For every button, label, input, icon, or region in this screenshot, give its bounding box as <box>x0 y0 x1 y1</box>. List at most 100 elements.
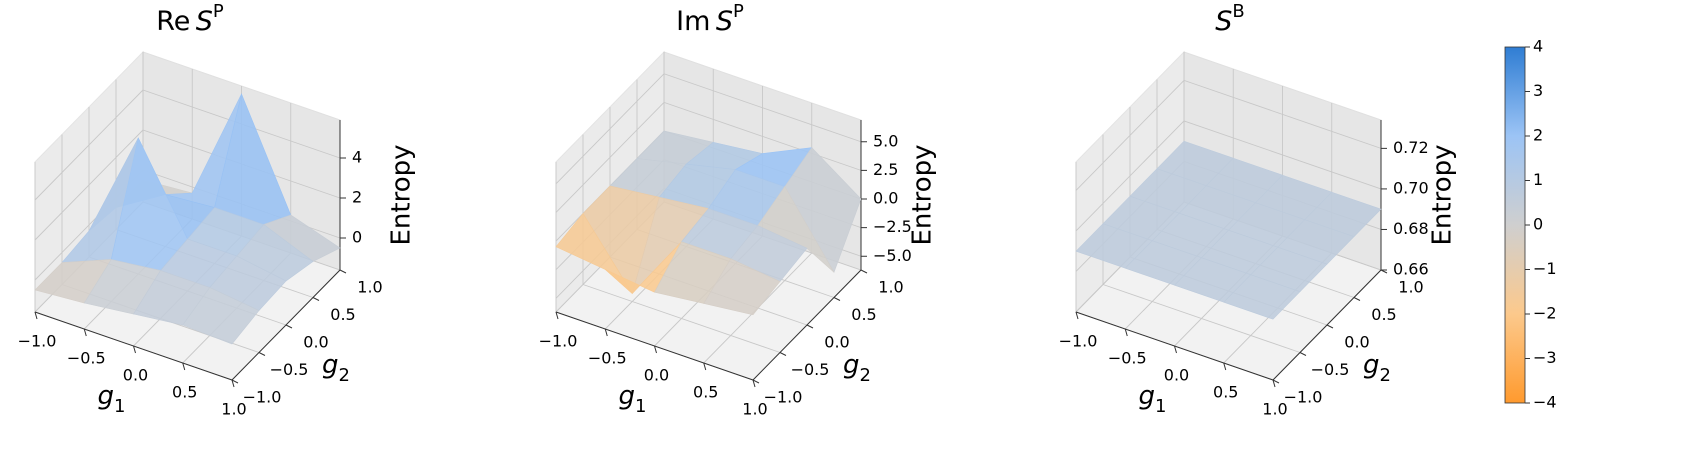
y-label-var: g <box>322 350 339 380</box>
y-tick <box>285 324 293 329</box>
y-tick-label: −1.0 <box>1284 388 1323 407</box>
title-var: S <box>1215 6 1232 37</box>
title-op: Re <box>156 6 190 37</box>
grid-line <box>1183 120 1382 190</box>
x-tick <box>1272 379 1276 388</box>
z-tick-label: 0.66 <box>1393 260 1429 279</box>
x-tick-label: 1.0 <box>221 400 246 419</box>
y-label-sub: 2 <box>1380 365 1391 386</box>
x-tick-label: 0.5 <box>1213 383 1238 402</box>
y-tick-label: 1.0 <box>1398 278 1423 297</box>
grid-line <box>1183 79 1382 149</box>
y-tick-label: −1.0 <box>764 388 803 407</box>
y-tick-label: 0.0 <box>1344 333 1369 352</box>
x-label-sub: 1 <box>114 396 125 417</box>
x-tick-label: 0.5 <box>172 383 197 402</box>
chart-title: Re SP <box>156 1 224 37</box>
y-tick-label: 0.0 <box>824 333 849 352</box>
x-tick <box>133 345 136 354</box>
grid-line <box>34 89 144 201</box>
x-axis-label: g1 <box>619 381 647 417</box>
z-tick-label: −2.5 <box>873 217 912 236</box>
x-tick <box>752 379 756 388</box>
z-axis-label: Entropy <box>387 144 417 245</box>
chart-title: Im SP <box>676 1 744 37</box>
y-axis-label: g2 <box>843 350 871 386</box>
colorbar-tick-label: −2 <box>1533 304 1557 323</box>
x-label-var: g <box>619 381 636 411</box>
y-tick <box>231 379 239 384</box>
grid-line <box>582 284 781 353</box>
x-tick <box>83 328 87 337</box>
x-tick-label: −1.0 <box>18 332 57 351</box>
y-tick <box>312 297 320 301</box>
x-label-sub: 1 <box>635 396 646 417</box>
x-tick <box>1174 345 1177 354</box>
grid-line <box>663 73 862 143</box>
y-tick <box>752 379 760 384</box>
z-tick-label: 0.72 <box>1393 138 1429 157</box>
y-label-sub: 2 <box>339 365 350 386</box>
z-tick-label: 2.5 <box>873 160 898 179</box>
x-tick <box>555 311 559 320</box>
grid-line <box>1102 284 1301 353</box>
colorbar-tick-label: 2 <box>1533 126 1543 145</box>
y-tick <box>860 269 868 274</box>
x-tick-label: 0.0 <box>123 366 148 385</box>
grid-line <box>1075 80 1185 191</box>
x-tick <box>34 311 38 320</box>
y-tick <box>833 297 841 301</box>
grid-line <box>555 102 665 213</box>
y-axis-label: g2 <box>322 350 350 386</box>
x-tick-label: −1.0 <box>1059 332 1098 351</box>
x-tick-label: −0.5 <box>588 349 627 368</box>
title-op: Im <box>676 6 710 37</box>
title-sup: B <box>1232 1 1244 22</box>
x-tick <box>654 345 657 354</box>
title-sup: P <box>733 1 744 22</box>
z-axis-label: Entropy <box>908 144 938 245</box>
z-tick-label: 0 <box>352 228 362 247</box>
title-var: S <box>196 6 213 37</box>
y-tick <box>258 352 266 356</box>
x-tick <box>1223 362 1227 371</box>
colorbar <box>1504 46 1526 404</box>
surface-patch <box>703 258 781 316</box>
chart-title: SB <box>1215 1 1245 37</box>
y-tick-label: 0.0 <box>303 333 328 352</box>
x-tick <box>703 362 707 371</box>
y-tick <box>806 324 814 329</box>
colorbar-tick-label: 4 <box>1533 37 1543 56</box>
y-axis-label: g2 <box>1363 350 1391 386</box>
grid-line <box>663 101 862 171</box>
z-tick-label: 5.0 <box>873 131 898 150</box>
z-tick-label: 0.0 <box>873 189 898 208</box>
x-tick-label: −1.0 <box>539 332 578 351</box>
x-tick-label: −0.5 <box>67 349 106 368</box>
title-sup: P <box>213 1 224 22</box>
x-tick <box>1124 328 1128 337</box>
x-tick <box>604 328 608 337</box>
x-tick-label: 1.0 <box>1262 400 1287 419</box>
x-tick-label: 0.0 <box>1164 366 1189 385</box>
y-tick-label: 0.5 <box>1371 305 1396 324</box>
y-tick <box>1299 352 1307 356</box>
x-axis-label: g1 <box>98 381 126 417</box>
x-tick-label: −0.5 <box>1108 349 1147 368</box>
x-tick <box>231 379 235 388</box>
surface-patch <box>182 287 260 345</box>
y-label-var: g <box>1363 350 1380 380</box>
y-tick <box>779 352 787 356</box>
y-tick <box>339 269 347 274</box>
y-tick <box>1272 379 1280 384</box>
x-label-var: g <box>98 381 115 411</box>
z-axis-label: Entropy <box>1428 144 1458 245</box>
x-tick-label: 1.0 <box>742 400 767 419</box>
grid-line <box>555 73 665 185</box>
z-tick-label: 2 <box>352 188 362 207</box>
grid-line <box>34 129 144 241</box>
x-tick <box>182 362 186 371</box>
colorbar-tick-label: 1 <box>1533 170 1543 189</box>
y-tick-label: 0.5 <box>330 305 355 324</box>
z-tick-label: −5.0 <box>873 246 912 265</box>
